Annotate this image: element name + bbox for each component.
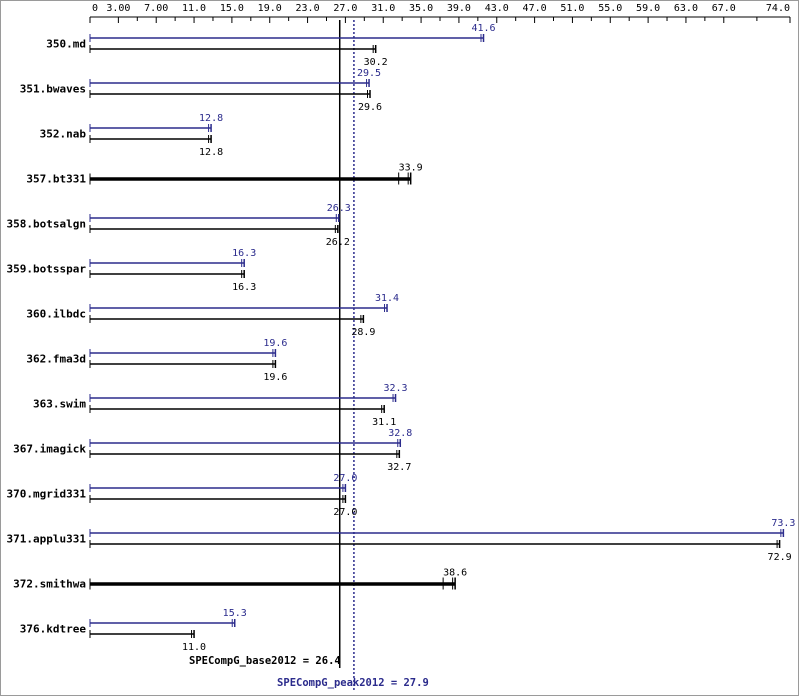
benchmark-label: 352.nab (40, 128, 87, 141)
x-tick-label: 63.0 (674, 3, 698, 14)
peak-value-label: 12.8 (199, 113, 223, 124)
base-value-label: 32.7 (387, 462, 411, 473)
benchmark-label: 360.ilbdc (26, 308, 86, 321)
benchmark-label: 362.fma3d (26, 353, 86, 366)
benchmark-label: 363.swim (33, 398, 86, 411)
base-value-label: 30.2 (364, 57, 388, 68)
base-value-label: 38.6 (443, 568, 467, 579)
benchmark-label: 371.applu331 (7, 533, 87, 546)
x-tick-label: 31.0 (371, 3, 395, 14)
peak-value-label: 31.4 (375, 293, 399, 304)
x-tick-label: 3.00 (106, 3, 130, 14)
x-tick-label: 67.0 (712, 3, 736, 14)
x-tick-label: 19.0 (258, 3, 282, 14)
peak-value-label: 19.6 (263, 338, 287, 349)
x-tick-label: 7.00 (144, 3, 168, 14)
peak-value-label: 41.6 (471, 23, 495, 34)
base-value-label: 11.0 (182, 642, 206, 653)
x-tick-label: 35.0 (409, 3, 433, 14)
benchmark-label: 367.imagick (13, 443, 86, 456)
base-value-label: 33.9 (399, 163, 423, 174)
base-value-label: 16.3 (232, 282, 256, 293)
peak-value-label: 15.3 (223, 608, 247, 619)
base-value-label: 12.8 (199, 147, 223, 158)
x-tick-label: 51.0 (560, 3, 584, 14)
base-value-label: 31.1 (372, 417, 396, 428)
benchmark-label: 372.smithwa (13, 578, 86, 591)
x-tick-label: 15.0 (220, 3, 244, 14)
peak-value-label: 32.3 (383, 383, 407, 394)
benchmark-label: 358.botsalgn (7, 218, 86, 231)
x-tick-label: 39.0 (447, 3, 471, 14)
base-value-label: 26.2 (326, 237, 350, 248)
ref-label-base: SPECompG_base2012 = 26.4 (189, 655, 341, 667)
x-tick-label: 74.0 (766, 3, 790, 14)
base-value-label: 27.0 (333, 507, 357, 518)
x-tick-label: 55.0 (598, 3, 622, 14)
x-tick-label: 0 (92, 3, 98, 14)
base-value-label: 19.6 (263, 372, 287, 383)
benchmark-label: 350.md (46, 38, 86, 51)
peak-value-label: 73.3 (771, 518, 795, 529)
peak-value-label: 26.3 (327, 203, 351, 214)
benchmark-label: 370.mgrid331 (7, 488, 87, 501)
x-tick-label: 23.0 (296, 3, 320, 14)
x-tick-label: 27.0 (333, 3, 357, 14)
benchmark-label: 351.bwaves (20, 83, 86, 96)
base-value-label: 72.9 (768, 552, 792, 563)
peak-value-label: 27.0 (333, 473, 357, 484)
benchmark-label: 357.bt331 (26, 173, 86, 186)
base-value-label: 29.6 (358, 102, 382, 113)
peak-value-label: 29.5 (357, 68, 381, 79)
peak-value-label: 16.3 (232, 248, 256, 259)
x-tick-label: 47.0 (523, 3, 547, 14)
x-tick-label: 11.0 (182, 3, 206, 14)
benchmark-label: 359.botsspar (7, 263, 87, 276)
benchmark-label: 376.kdtree (20, 623, 87, 636)
ref-label-peak: SPECompG_peak2012 = 27.9 (277, 677, 429, 689)
peak-value-label: 32.8 (388, 428, 412, 439)
x-tick-label: 59.0 (636, 3, 660, 14)
base-value-label: 28.9 (351, 327, 375, 338)
x-tick-label: 43.0 (485, 3, 509, 14)
